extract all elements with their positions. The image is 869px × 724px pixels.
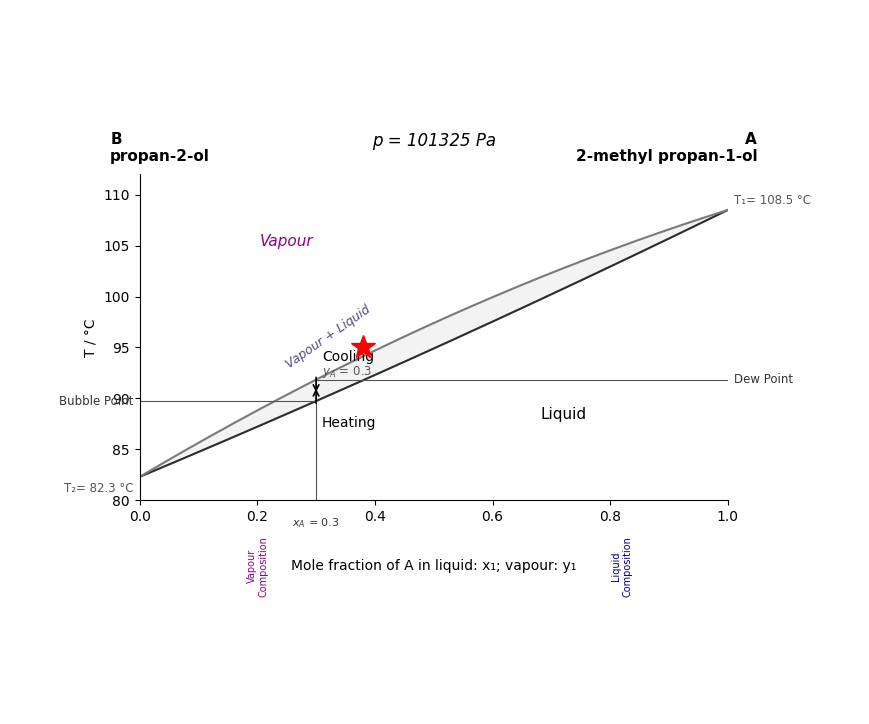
Text: B
propan-2-ol: B propan-2-ol: [110, 132, 209, 164]
Text: T₁= 108.5 °C: T₁= 108.5 °C: [733, 194, 810, 207]
Text: Vapour: Vapour: [260, 234, 313, 248]
Text: $x_A$ = 0.3: $x_A$ = 0.3: [292, 515, 340, 529]
Y-axis label: T / °C: T / °C: [83, 318, 97, 357]
Text: T₂= 82.3 °C: T₂= 82.3 °C: [64, 482, 134, 495]
Text: p = 101325 Pa: p = 101325 Pa: [371, 132, 495, 150]
Text: Dew Point: Dew Point: [733, 373, 792, 386]
Text: Vapour
Composition: Vapour Composition: [246, 536, 268, 597]
Text: Vapour + Liquid: Vapour + Liquid: [282, 303, 372, 371]
Text: Mole fraction of A in liquid: x₁; vapour: y₁: Mole fraction of A in liquid: x₁; vapour…: [290, 559, 576, 573]
Text: Liquid: Liquid: [540, 407, 586, 422]
Text: Cooling: Cooling: [322, 350, 374, 364]
Text: Bubble Point: Bubble Point: [59, 395, 134, 408]
Text: Heating: Heating: [322, 416, 376, 430]
Text: $y_A$ = 0.3: $y_A$ = 0.3: [322, 363, 372, 379]
Text: Liquid
Composition: Liquid Composition: [610, 536, 632, 597]
Text: A
2-methyl propan-1-ol: A 2-methyl propan-1-ol: [575, 132, 756, 164]
